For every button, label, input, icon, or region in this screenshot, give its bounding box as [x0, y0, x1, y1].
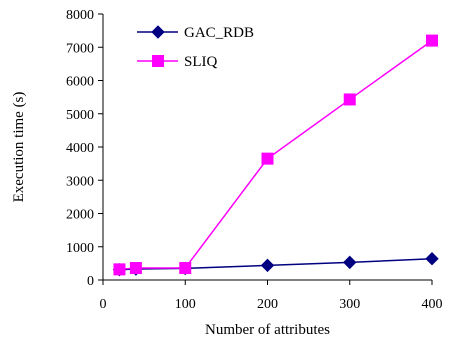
- x-ticks: 0 100 200 300 400: [100, 280, 443, 312]
- series-sliq: [113, 34, 438, 276]
- data-point-sliq: [129, 262, 142, 275]
- data-point-sliq: [179, 262, 192, 275]
- y-tick-label: 8000: [66, 8, 94, 23]
- y-tick-label: 1000: [66, 241, 94, 256]
- data-point-gac-rdb: [260, 258, 275, 273]
- y-tick-label: 4000: [66, 141, 94, 156]
- x-tick-label: 300: [339, 297, 360, 312]
- y-tick-label: 7000: [66, 41, 94, 56]
- legend-item-gac-rdb: GAC_RDB: [137, 25, 254, 41]
- x-axis-title: Number of attributes: [205, 322, 330, 338]
- y-tick-label: 0: [87, 274, 94, 289]
- series-gac-rdb: [112, 252, 439, 277]
- y-tick-label: 5000: [66, 108, 94, 123]
- series-layer: [112, 34, 439, 277]
- axes: 0 1000 2000 3000 4000 5000 6000 7000 8000 0 100 20…: [66, 8, 443, 312]
- x-tick-label: 200: [257, 297, 278, 312]
- x-tick-label: 100: [175, 297, 196, 312]
- x-tick-label: 0: [100, 297, 107, 312]
- data-point-sliq: [261, 152, 274, 165]
- legend-marker: [152, 55, 164, 67]
- legend-label: GAC_RDB: [184, 25, 254, 41]
- series-line-sliq: [119, 39, 433, 271]
- x-tick-label: 400: [422, 297, 443, 312]
- legend-label: SLIQ: [184, 54, 218, 70]
- y-axis-title: Execution time (s): [11, 92, 27, 203]
- legend-item-sliq: SLIQ: [137, 54, 218, 70]
- data-point-sliq: [426, 34, 438, 47]
- data-point-sliq: [343, 93, 356, 106]
- y-ticks: 0 1000 2000 3000 4000 5000 6000 7000 8000: [66, 8, 103, 289]
- data-point-gac-rdb: [425, 252, 439, 266]
- legend-marker: [151, 25, 165, 39]
- data-point-gac-rdb: [343, 255, 357, 270]
- legend: GAC_RDB SLIQ: [137, 25, 254, 70]
- y-tick-label: 3000: [66, 174, 94, 189]
- y-tick-label: 2000: [66, 208, 94, 223]
- data-point-sliq: [113, 263, 126, 276]
- y-tick-label: 6000: [66, 75, 94, 90]
